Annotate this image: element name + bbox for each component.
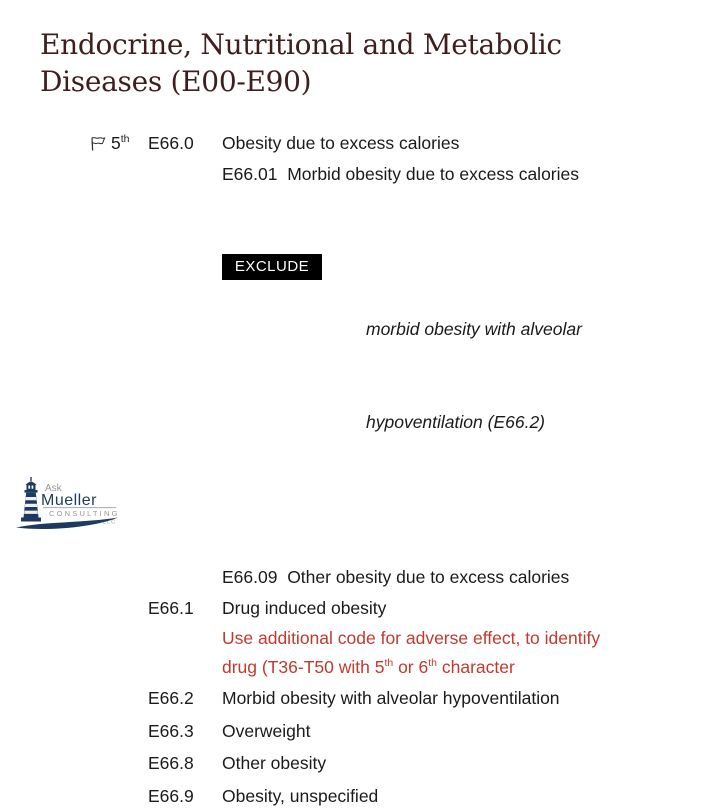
icd-description: Obesity due to excess calories xyxy=(222,128,700,159)
presentation-slide: Endocrine, Nutritional and Metabolic Dis… xyxy=(0,0,720,540)
logo-consulting-text: CONSULTING xyxy=(49,509,120,518)
icd-description: Other obesity xyxy=(222,747,700,780)
slide-title-line1: Endocrine, Nutritional and Metabolic xyxy=(40,26,562,63)
slide-title-line2: Diseases (E00-E90) xyxy=(40,63,562,100)
exclude-note-line1: morbid obesity with alveolar xyxy=(366,314,582,345)
icd-subcode-description: E66.09 Other obesity due to excess calor… xyxy=(222,562,700,593)
fifth-character-label: 5th xyxy=(111,128,130,159)
icd-code: E66.1 xyxy=(148,593,222,624)
exclude-wrap: EXCLUDE morbid obesity with alveolar hyp… xyxy=(222,252,700,500)
icd-code: E66.3 xyxy=(148,715,222,748)
icd-description: Overweight xyxy=(222,715,700,748)
icd-code: E66.0 xyxy=(148,128,222,159)
exclude-note-line2: hypoventilation (E66.2) xyxy=(366,407,582,438)
icd-description: Morbid obesity with alveolar hypoventila… xyxy=(222,682,700,715)
logo-mueller-text: Mueller xyxy=(41,492,97,509)
icd-code: E66.8 xyxy=(148,747,222,780)
additional-code-note: Use additional code for adverse effect, … xyxy=(222,624,700,682)
fifth-number: 5 xyxy=(111,133,121,153)
company-logo: Ask Mueller CONSULTING LLC xyxy=(12,474,124,536)
note-ordinal-6th: th xyxy=(428,657,437,669)
exclude-badge: EXCLUDE xyxy=(222,254,322,280)
icd-code: E66.2 xyxy=(148,682,222,715)
lighthouse-icon xyxy=(21,477,41,522)
note-ordinal-5th: th xyxy=(384,657,393,669)
note-line2: drug (T36-T50 with 5th or 6th character xyxy=(222,653,700,682)
code-list: 5th E66.0 Obesity due to excess calories… xyxy=(88,128,700,812)
code-row-e66-01: E66.01 Morbid obesity due to excess calo… xyxy=(88,159,700,190)
exclude-note: morbid obesity with alveolar hypoventila… xyxy=(366,252,582,500)
logo-rule xyxy=(43,507,116,508)
note-line2-part-c: character xyxy=(437,657,515,677)
additional-code-note-row: Use additional code for adverse effect, … xyxy=(88,624,700,682)
icd-code: E66.9 xyxy=(148,780,222,812)
exclude-content: EXCLUDE morbid obesity with alveolar hyp… xyxy=(222,190,700,562)
slide-title: Endocrine, Nutritional and Metabolic Dis… xyxy=(40,26,562,100)
note-line1: Use additional code for adverse effect, … xyxy=(222,624,700,653)
icd-subcode-description: E66.01 Morbid obesity due to excess calo… xyxy=(222,159,700,190)
fifth-character-marker: 5th xyxy=(88,128,148,159)
icd-description: Drug induced obesity xyxy=(222,593,700,624)
note-line2-part-b: or 6 xyxy=(393,657,428,677)
code-row-e66-9: E66.9 Obesity, unspecified xyxy=(88,780,700,812)
code-row-e66-2: E66.2 Morbid obesity with alveolar hypov… xyxy=(88,682,700,715)
code-row-e66-0: 5th E66.0 Obesity due to excess calories xyxy=(88,128,700,159)
exclude-row: EXCLUDE morbid obesity with alveolar hyp… xyxy=(88,190,700,562)
code-row-e66-3: E66.3 Overweight xyxy=(88,715,700,748)
note-line2-part-a: drug (T36-T50 with 5 xyxy=(222,657,384,677)
fifth-ordinal-suffix: th xyxy=(121,133,130,145)
code-row-e66-09: E66.09 Other obesity due to excess calor… xyxy=(88,562,700,593)
code-row-e66-8: E66.8 Other obesity xyxy=(88,747,700,780)
flag-icon xyxy=(89,136,108,151)
code-row-e66-1: E66.1 Drug induced obesity xyxy=(88,593,700,624)
icd-description: Obesity, unspecified xyxy=(222,780,700,812)
